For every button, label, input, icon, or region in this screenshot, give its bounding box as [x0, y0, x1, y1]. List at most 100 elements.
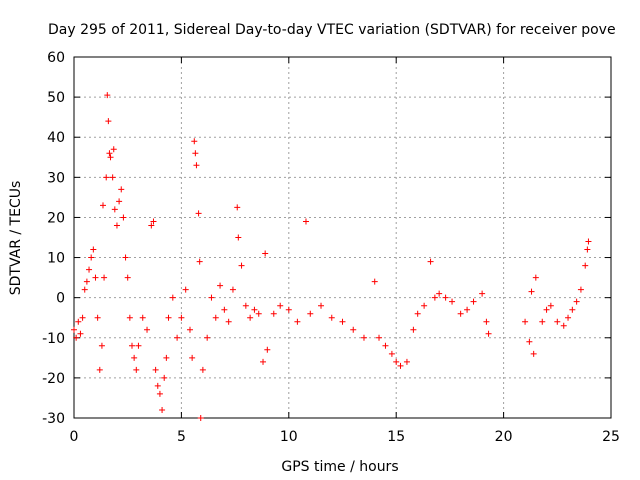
- x-axis-label: GPS time / hours: [281, 459, 398, 475]
- data-point: [464, 306, 471, 313]
- y-tick-label: 50: [47, 90, 65, 106]
- data-point: [554, 318, 561, 325]
- data-point: [479, 290, 486, 297]
- y-axis-label: SDTVAR / TECUs: [8, 181, 24, 296]
- data-point: [139, 314, 146, 321]
- x-tick-label: 20: [495, 429, 513, 445]
- data-point: [569, 306, 576, 313]
- data-point: [302, 218, 309, 225]
- data-point: [449, 298, 456, 305]
- data-point: [105, 118, 112, 125]
- data-point: [189, 354, 196, 361]
- data-point: [528, 288, 535, 295]
- data-point: [131, 354, 138, 361]
- data-point: [255, 310, 262, 317]
- data-point: [270, 310, 277, 317]
- data-point: [111, 206, 118, 213]
- data-point: [421, 302, 428, 309]
- data-point: [133, 366, 140, 373]
- data-point: [410, 326, 417, 333]
- y-tick-label: -10: [42, 331, 65, 347]
- data-point: [77, 330, 84, 337]
- data-point: [103, 174, 110, 181]
- data-point: [251, 306, 258, 313]
- y-tick-label: 60: [47, 50, 65, 66]
- data-point: [238, 262, 245, 269]
- data-point: [371, 278, 378, 285]
- data-point: [530, 350, 537, 357]
- data-point: [81, 286, 88, 293]
- data-point: [582, 262, 589, 269]
- data-point: [328, 314, 335, 321]
- data-point: [73, 334, 80, 341]
- data-point: [242, 302, 249, 309]
- data-point: [397, 362, 404, 369]
- data-point: [156, 390, 163, 397]
- data-point: [191, 138, 198, 145]
- data-points: [71, 92, 592, 421]
- data-point: [388, 350, 395, 357]
- data-point: [106, 150, 113, 157]
- data-point: [294, 318, 301, 325]
- data-point: [92, 274, 99, 281]
- data-point: [71, 326, 77, 333]
- data-point: [122, 254, 129, 261]
- data-point: [339, 318, 346, 325]
- data-point: [165, 314, 172, 321]
- data-point: [431, 294, 438, 301]
- y-tick-label: 20: [47, 210, 65, 226]
- data-point: [169, 294, 176, 301]
- data-point: [584, 246, 591, 253]
- data-point: [118, 186, 125, 193]
- data-point: [124, 274, 131, 281]
- data-point: [116, 198, 123, 205]
- data-point: [99, 202, 106, 209]
- data-point: [195, 210, 202, 217]
- x-tick-label: 0: [70, 429, 79, 445]
- data-point: [110, 146, 117, 153]
- data-point: [485, 330, 492, 337]
- data-point: [152, 366, 159, 373]
- data-point: [585, 238, 592, 245]
- data-point: [120, 214, 127, 221]
- data-point: [577, 286, 584, 293]
- data-point: [393, 358, 400, 365]
- x-tick-label: 5: [177, 429, 186, 445]
- data-point: [83, 278, 90, 285]
- data-point: [225, 318, 232, 325]
- data-point: [196, 258, 203, 265]
- data-point: [483, 318, 490, 325]
- axes: -30 -20 -10 0 10 20 30 40 50 60 0 5 10 15 20 25: [42, 50, 620, 445]
- data-point: [135, 342, 142, 349]
- y-tick-label: 10: [47, 251, 65, 267]
- data-point: [307, 310, 314, 317]
- data-point: [470, 298, 477, 305]
- data-point: [199, 366, 206, 373]
- data-point: [109, 174, 116, 181]
- data-point: [403, 358, 410, 365]
- data-point: [96, 366, 103, 373]
- data-point: [539, 318, 546, 325]
- data-point: [277, 302, 284, 309]
- data-point: [150, 218, 157, 225]
- data-point: [193, 162, 200, 169]
- data-point: [264, 346, 271, 353]
- data-point: [128, 342, 135, 349]
- data-point: [79, 314, 86, 321]
- data-point: [360, 334, 367, 341]
- data-point: [98, 342, 105, 349]
- data-point: [442, 294, 449, 301]
- data-point: [414, 310, 421, 317]
- y-tick-label: 30: [47, 170, 65, 186]
- data-point: [260, 358, 267, 365]
- data-point: [526, 338, 533, 345]
- data-point: [161, 374, 168, 381]
- data-point: [197, 415, 204, 421]
- data-point: [154, 382, 161, 389]
- grid-lines: [74, 57, 611, 418]
- data-point: [94, 314, 101, 321]
- data-point: [221, 306, 228, 313]
- y-tick-label: 0: [56, 291, 65, 307]
- data-point: [148, 222, 155, 229]
- data-point: [376, 334, 383, 341]
